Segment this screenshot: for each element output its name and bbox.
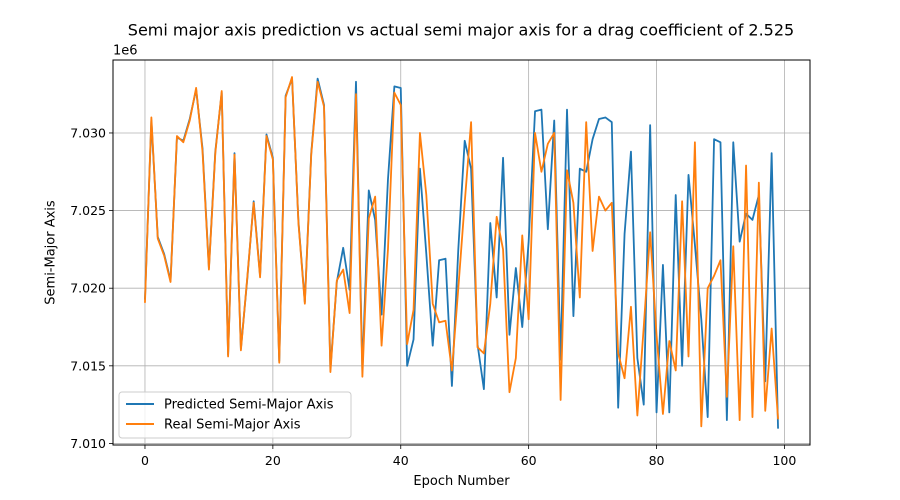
x-tick-label: 0 [141,453,149,468]
x-tick-label: 80 [649,453,665,468]
y-tick-label: 7.015 [70,358,106,373]
y-tick-label: 7.010 [70,436,106,451]
legend-label-predicted: Predicted Semi-Major Axis [164,398,334,413]
x-tick-label: 100 [772,453,796,468]
chart-title: Semi major axis prediction vs actual sem… [128,21,794,40]
x-tick-label: 60 [521,453,537,468]
y-tick-label: 7.020 [70,281,106,296]
y-tick-label: 7.030 [70,125,106,140]
series-line-real [144,76,779,428]
x-axis-label: Epoch Number [413,474,510,489]
legend: Predicted Semi-Major Axis Real Semi-Majo… [118,391,352,439]
series-lines [144,76,779,429]
x-tick-label: 20 [265,453,281,468]
x-tick-label: 40 [393,453,409,468]
y-axis-offset-label: 1e6 [113,44,138,59]
y-tick-label: 7.025 [70,203,106,218]
legend-label-real: Real Semi-Major Axis [164,418,301,433]
legend-box [118,391,352,439]
axis-ticks: 0 20 40 60 80 100 7.010 7.015 7.020 7.025 7.030 [70,125,796,468]
plot-area-frame [112,59,811,446]
y-axis-label: Semi-Major Axis [44,200,59,305]
